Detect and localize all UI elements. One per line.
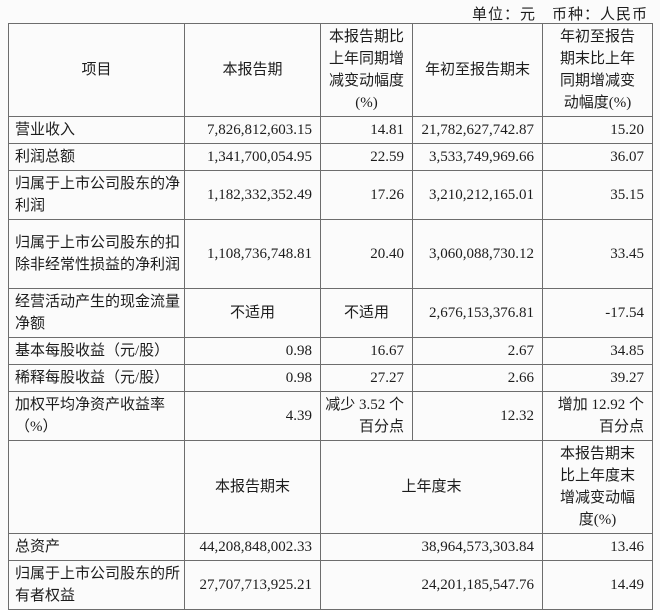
financial-summary-table: 项目 本报告期 本报告期比上年同期增减变动幅度(%) 年初至报告期末 年初至报告…: [8, 23, 653, 610]
cell-value: 增加 12.92 个百分点: [542, 391, 653, 441]
table-row: 总资产 44,208,848,002.33 38,964,573,303.84 …: [8, 533, 653, 561]
cell-value: 4.39: [184, 391, 321, 441]
cell-value: 不适用: [320, 288, 413, 338]
cell-value: 不适用: [184, 288, 321, 338]
cell-label: 加权平均净资产收益率（%）: [8, 391, 185, 441]
cell-value: 14.81: [320, 116, 413, 144]
col-header-item-blank: [8, 440, 185, 534]
cell-value: 16.67: [320, 337, 413, 365]
cell-value: 1,108,736,748.81: [184, 219, 321, 289]
cell-value: 21,782,627,742.87: [412, 116, 543, 144]
table-row: 基本每股收益（元/股） 0.98 16.67 2.67 34.85: [8, 337, 653, 365]
table-row: 归属于上市公司股东的净利润 1,182,332,352.49 17.26 3,2…: [8, 170, 653, 220]
cell-label: 总资产: [8, 533, 185, 561]
cell-value: 2.67: [412, 337, 543, 365]
top-header-row: 项目 本报告期 本报告期比上年同期增减变动幅度(%) 年初至报告期末 年初至报告…: [8, 23, 653, 117]
cell-value: 20.40: [320, 219, 413, 289]
col-header-current-period: 本报告期: [184, 23, 321, 117]
cell-value: 1,341,700,054.95: [184, 143, 321, 171]
cell-value: 44,208,848,002.33: [184, 533, 321, 561]
table-row: 利润总额 1,341,700,054.95 22.59 3,533,749,96…: [8, 143, 653, 171]
cell-value: 2.66: [412, 364, 543, 392]
cell-value: 7,826,812,603.15: [184, 116, 321, 144]
table-row: 营业收入 7,826,812,603.15 14.81 21,782,627,7…: [8, 116, 653, 144]
table-row: 归属于上市公司股东的扣除非经常性损益的净利润 1,108,736,748.81 …: [8, 219, 653, 289]
cell-value: 35.15: [542, 170, 653, 220]
col-header-item: 项目: [8, 23, 185, 117]
cell-label: 基本每股收益（元/股）: [8, 337, 185, 365]
bottom-header-row: 本报告期末 上年度末 本报告期末比上年度末增减变动幅度(%): [8, 440, 653, 534]
cell-value: 34.85: [542, 337, 653, 365]
table-row: 归属于上市公司股东的所有者权益 27,707,713,925.21 24,201…: [8, 560, 653, 610]
col-header-ytd-change: 年初至报告期末比上年同期增减变动幅度(%): [542, 23, 653, 117]
cell-value: 2,676,153,376.81: [412, 288, 543, 338]
cell-value: 39.27: [542, 364, 653, 392]
col-header-current-period-change: 本报告期比上年同期增减变动幅度(%): [320, 23, 413, 117]
cell-value: 17.26: [320, 170, 413, 220]
cell-label: 经营活动产生的现金流量净额: [8, 288, 185, 338]
cell-value: 0.98: [184, 364, 321, 392]
cell-value: 27,707,713,925.21: [184, 560, 321, 610]
cell-value: 36.07: [542, 143, 653, 171]
cell-label: 归属于上市公司股东的扣除非经常性损益的净利润: [8, 219, 185, 289]
cell-label: 营业收入: [8, 116, 185, 144]
cell-value: 12.32: [412, 391, 543, 441]
col-header-ytd: 年初至报告期末: [412, 23, 543, 117]
col-header-prior-year-end: 上年度末: [320, 440, 543, 534]
col-header-end-of-period: 本报告期末: [184, 440, 321, 534]
unit-currency-note: 单位：元 币种：人民币: [471, 7, 648, 23]
cell-value: 38,964,573,303.84: [320, 533, 543, 561]
cell-value: -17.54: [542, 288, 653, 338]
cell-label: 归属于上市公司股东的所有者权益: [8, 560, 185, 610]
cell-label: 归属于上市公司股东的净利润: [8, 170, 185, 220]
cell-value: 1,182,332,352.49: [184, 170, 321, 220]
cell-value: 14.49: [542, 560, 653, 610]
cell-value: 3,060,088,730.12: [412, 219, 543, 289]
cell-value: 3,533,749,969.66: [412, 143, 543, 171]
cell-label: 利润总额: [8, 143, 185, 171]
cell-label: 稀释每股收益（元/股）: [8, 364, 185, 392]
cell-value: 3,210,212,165.01: [412, 170, 543, 220]
cell-value: 0.98: [184, 337, 321, 365]
cell-value: 15.20: [542, 116, 653, 144]
cell-value: 减少 3.52 个百分点: [320, 391, 413, 441]
table-row: 经营活动产生的现金流量净额 不适用 不适用 2,676,153,376.81 -…: [8, 288, 653, 338]
col-header-end-change: 本报告期末比上年度末增减变动幅度(%): [542, 440, 653, 534]
cell-value: 22.59: [320, 143, 413, 171]
cell-value: 27.27: [320, 364, 413, 392]
cell-value: 13.46: [542, 533, 653, 561]
cell-value: 33.45: [542, 219, 653, 289]
cell-value: 24,201,185,547.76: [320, 560, 543, 610]
table-row: 加权平均净资产收益率（%） 4.39 减少 3.52 个百分点 12.32 增加…: [8, 391, 653, 441]
table-row: 稀释每股收益（元/股） 0.98 27.27 2.66 39.27: [8, 364, 653, 392]
